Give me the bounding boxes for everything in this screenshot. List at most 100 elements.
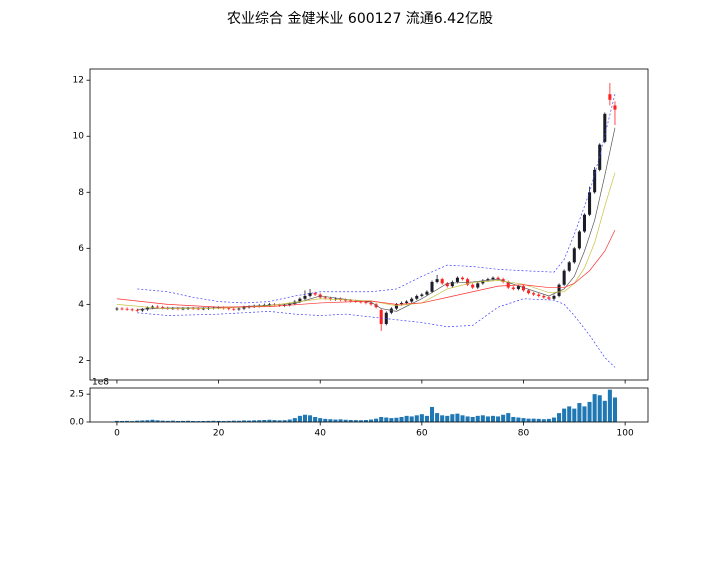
line-series xyxy=(137,298,616,368)
volume-bar xyxy=(562,408,567,422)
candle-body xyxy=(577,231,581,249)
candle-body xyxy=(298,298,302,302)
volume-bar xyxy=(394,417,399,422)
volume-bar xyxy=(272,420,277,422)
volume-bar xyxy=(287,419,292,422)
volume-bar xyxy=(343,419,348,422)
x-tick-label: 0 xyxy=(114,429,120,439)
candle-body xyxy=(308,293,312,296)
candle-body xyxy=(344,299,348,301)
volume-bar xyxy=(216,420,221,422)
x-tick-label: 100 xyxy=(617,429,634,439)
candle-body xyxy=(496,277,500,280)
volume-bar xyxy=(546,418,551,422)
candle-body xyxy=(161,307,165,308)
volume-bar xyxy=(165,420,170,422)
candle-body xyxy=(552,295,556,299)
volume-bar xyxy=(490,415,496,422)
volume-bar xyxy=(323,418,328,422)
volume-bar xyxy=(191,420,196,422)
volume-bar xyxy=(379,416,384,422)
candle-body xyxy=(323,297,327,299)
volume-bar xyxy=(587,401,592,422)
candle-body xyxy=(511,287,515,289)
volume-bar xyxy=(480,415,485,422)
candle-body xyxy=(420,294,424,296)
volume-bar xyxy=(201,420,206,422)
volume-bar xyxy=(262,419,267,422)
volume-bar xyxy=(170,420,175,422)
volume-bar xyxy=(175,420,180,422)
candle-body xyxy=(603,113,607,142)
candle-body xyxy=(303,295,307,299)
candle-body xyxy=(415,295,419,299)
volume-bar xyxy=(125,420,130,422)
volume-bar xyxy=(450,414,455,422)
y-tick-label: 8 xyxy=(78,188,84,198)
plot-frame xyxy=(89,68,649,381)
candle-body xyxy=(135,309,139,311)
candle-body xyxy=(267,304,271,306)
volume-bar xyxy=(333,419,338,422)
volume-bar xyxy=(465,416,470,422)
volume-bar xyxy=(577,403,582,422)
candle-body xyxy=(491,277,495,280)
volume-bar xyxy=(475,415,480,422)
volume-bar xyxy=(536,418,541,422)
candle-body xyxy=(542,295,546,298)
candle-body xyxy=(440,279,444,284)
candle-body xyxy=(349,300,353,302)
candle-body xyxy=(125,308,129,310)
candle-body xyxy=(527,290,531,294)
candle-body xyxy=(115,308,119,310)
volume-bar xyxy=(414,415,419,422)
candle-body xyxy=(593,169,597,193)
volume-bar xyxy=(353,420,358,422)
volume-bar xyxy=(506,413,511,422)
volume-bar xyxy=(267,419,272,422)
candle-body xyxy=(430,281,434,292)
candle-body xyxy=(506,281,510,288)
volume-bar xyxy=(236,420,241,422)
candle-body xyxy=(237,308,241,310)
volume-bar xyxy=(496,416,501,422)
y-tick-label: 2 xyxy=(78,356,84,366)
candle-body xyxy=(521,286,526,291)
volume-bar xyxy=(313,416,318,422)
y-tick-label: 6 xyxy=(78,244,84,254)
candle-body xyxy=(140,309,144,311)
candle-body xyxy=(572,248,576,263)
volume-bar xyxy=(501,414,506,422)
volume-bar xyxy=(567,406,572,422)
volume-bar xyxy=(318,418,323,422)
volume-bar xyxy=(155,420,160,422)
volume-bar xyxy=(516,417,521,422)
candle-body xyxy=(201,308,205,310)
volume-bar xyxy=(470,416,475,422)
candle-body xyxy=(242,307,246,309)
candle-body xyxy=(374,304,378,308)
volume-bar xyxy=(140,420,145,422)
volume-bar xyxy=(557,413,562,422)
volume-bar xyxy=(282,420,287,422)
plot-frame xyxy=(89,387,649,423)
volume-bar xyxy=(404,415,409,422)
volume-bar xyxy=(384,417,389,422)
volume-bar xyxy=(292,418,297,422)
candle-body xyxy=(328,298,332,300)
candle-body xyxy=(537,294,541,296)
volume-bar xyxy=(511,416,516,422)
volume-bar xyxy=(541,419,546,422)
volume-bar xyxy=(308,415,313,422)
y-tick-label: 4 xyxy=(78,300,84,310)
volume-bar xyxy=(440,415,445,422)
volume-bar xyxy=(531,418,536,422)
volume-bar xyxy=(257,420,262,422)
x-tick-label: 40 xyxy=(314,429,326,439)
volume-bar xyxy=(114,420,119,422)
volume-bar xyxy=(551,417,557,422)
candle-body xyxy=(471,284,475,288)
candle-body xyxy=(562,270,566,285)
volume-bar xyxy=(226,420,231,422)
volume-bar xyxy=(206,420,211,422)
